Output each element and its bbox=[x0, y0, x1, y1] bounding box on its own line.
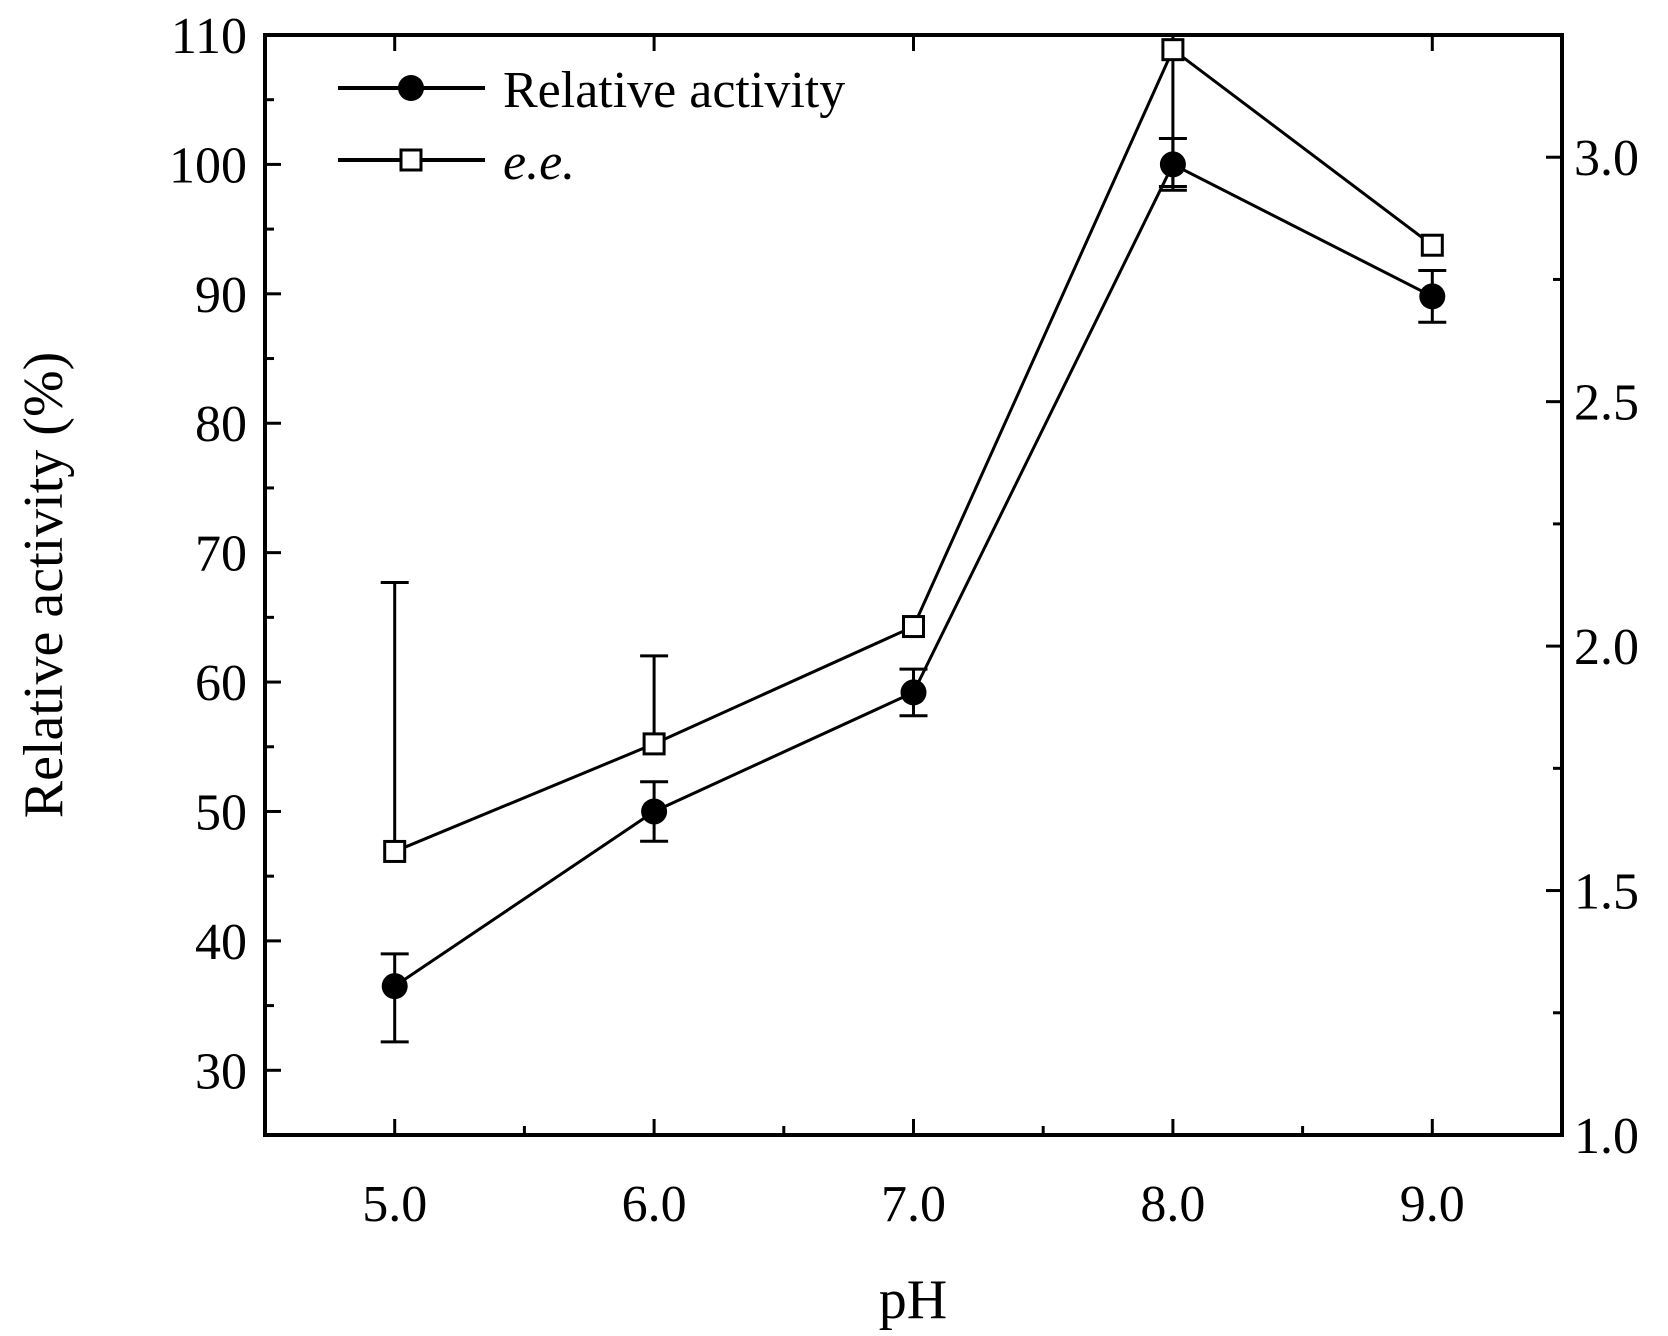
y2-tick-label: 2.0 bbox=[1574, 619, 1639, 676]
y2-tick-label: 3.0 bbox=[1574, 130, 1639, 187]
series-layer bbox=[380, 38, 1447, 1044]
y-tick-label: 80 bbox=[195, 396, 247, 453]
relative-activity-point bbox=[900, 679, 927, 706]
y-tick-label: 30 bbox=[195, 1043, 247, 1100]
y2-tick-label: 1.5 bbox=[1574, 864, 1639, 921]
y-tick-label: 90 bbox=[195, 267, 247, 324]
ee-point bbox=[383, 839, 407, 863]
x-tick-label: 5.0 bbox=[362, 1176, 427, 1233]
relative-activity-point bbox=[381, 973, 408, 1000]
y-tick-label: 50 bbox=[195, 784, 247, 841]
x-tick-label: 6.0 bbox=[622, 1176, 687, 1233]
relative-activity-point bbox=[641, 798, 668, 825]
ee-point bbox=[902, 615, 925, 639]
x-tick-label: 7.0 bbox=[881, 1176, 946, 1233]
ee-point bbox=[1420, 233, 1444, 257]
relative-activity-point bbox=[1419, 283, 1446, 310]
ee-point bbox=[642, 732, 666, 756]
y-tick-label: 70 bbox=[195, 526, 247, 583]
y-tick-label: 40 bbox=[195, 914, 247, 971]
plot-frame bbox=[263, 33, 1564, 1137]
axis-ticks: 5.0 6.0 7.0 8.0 9.0 30 40 50 60 70 80 90 100 110 1.0 1.… bbox=[169, 8, 1639, 1233]
relative-activity-series-line bbox=[393, 162, 1433, 988]
x-axis-title: pH bbox=[879, 1269, 947, 1331]
legend-relative-activity-label: Relative activity bbox=[503, 62, 845, 119]
ee-point bbox=[1161, 38, 1185, 62]
y-axis-title: Relative activity (%) bbox=[13, 352, 75, 818]
legend-ee-marker bbox=[399, 148, 423, 172]
y-tick-label: 100 bbox=[169, 137, 247, 194]
legend-ee-label: e.e. bbox=[503, 134, 575, 191]
legend-relative-activity-marker bbox=[398, 75, 424, 101]
x-tick-label: 9.0 bbox=[1400, 1176, 1465, 1233]
x-tick-label: 8.0 bbox=[1140, 1176, 1205, 1233]
y-tick-label: 110 bbox=[171, 8, 247, 65]
y2-tick-label: 1.0 bbox=[1574, 1108, 1639, 1165]
y-tick-label: 60 bbox=[195, 655, 247, 712]
legend: Relative activity e.e. bbox=[338, 62, 845, 191]
y2-tick-label: 2.5 bbox=[1574, 375, 1639, 432]
